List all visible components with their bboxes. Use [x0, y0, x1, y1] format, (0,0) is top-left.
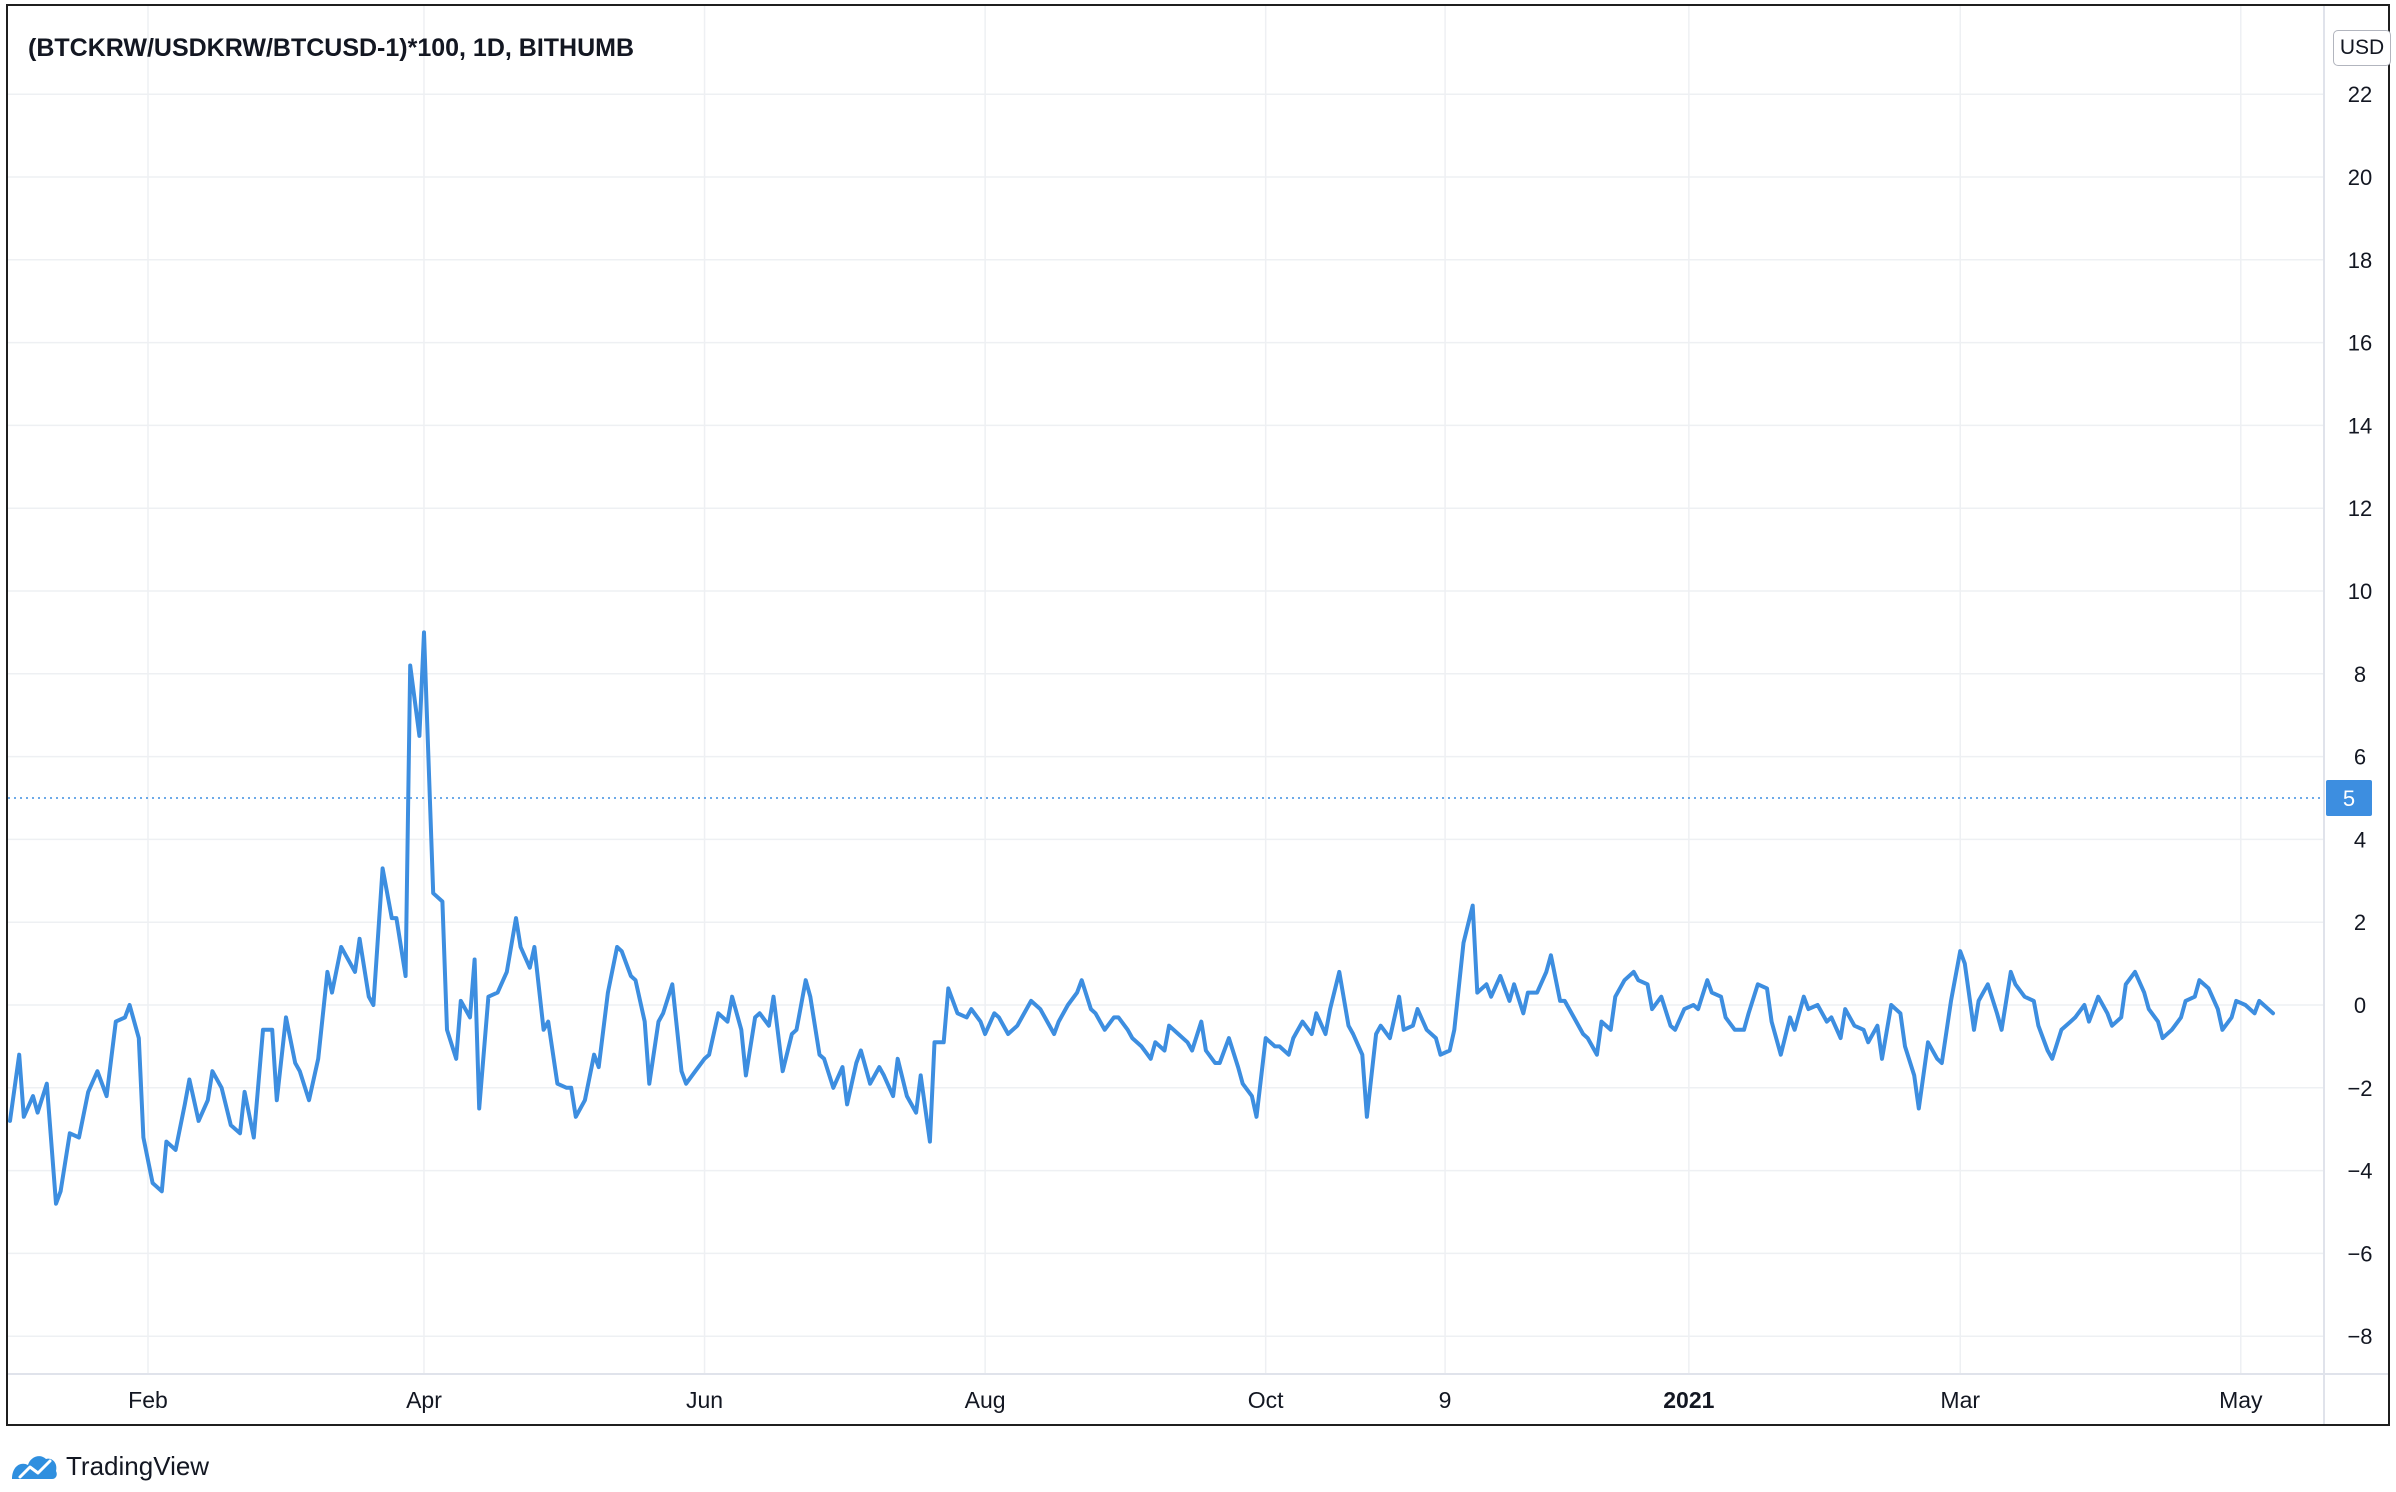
y-tick-label: −4: [2347, 1159, 2372, 1184]
tradingview-logo-icon: [12, 1456, 57, 1479]
y-tick-label: 12: [2348, 496, 2372, 521]
y-tick-label: −2: [2347, 1076, 2372, 1101]
tradingview-brand[interactable]: TradingView: [8, 1446, 209, 1486]
currency-button[interactable]: USD: [2333, 30, 2391, 66]
y-tick-label: 20: [2348, 165, 2372, 190]
x-tick-label: Jun: [686, 1387, 723, 1413]
last-value-badge-bg: [2326, 780, 2372, 816]
series-layer: [8, 630, 2275, 1206]
x-tick-label: Oct: [1248, 1387, 1284, 1413]
x-tick-label: May: [2219, 1387, 2263, 1413]
chart-frame: 22 20 18 16 14 12 10 8 6 4 2 0 −2 −4 −6 −8 Feb Apr Jun Aug…: [6, 4, 2391, 1426]
y-tick-label: 8: [2354, 662, 2366, 687]
x-tick-label: Feb: [128, 1387, 168, 1413]
y-tick-label: 18: [2348, 248, 2372, 273]
x-tick-label: Mar: [1940, 1387, 1980, 1413]
y-tick-label: 22: [2348, 82, 2372, 107]
last-value-label: 5: [2343, 786, 2355, 811]
x-axis[interactable]: Feb Apr Jun Aug Oct 9 2021 Mar May: [128, 1387, 2263, 1413]
y-tick-label: −8: [2347, 1324, 2372, 1349]
y-tick-label: 6: [2354, 745, 2366, 770]
series-line: [8, 630, 2275, 1206]
y-tick-label: 0: [2354, 993, 2366, 1018]
x-tick-label: 2021: [1663, 1387, 1714, 1413]
y-tick-label: 14: [2348, 413, 2372, 438]
x-tick-label: Apr: [406, 1387, 442, 1413]
y-tick-label: 4: [2354, 827, 2366, 852]
brand-name: TradingView: [66, 1450, 210, 1481]
y-tick-label: 10: [2348, 579, 2372, 604]
last-value-badge: 5: [2326, 780, 2372, 816]
y-tick-label: −6: [2347, 1241, 2372, 1266]
x-tick-label: 9: [1439, 1387, 1452, 1413]
chart-title: (BTCKRW/USDKRW/BTCUSD-1)*100, 1D, BITHUM…: [28, 34, 635, 62]
y-tick-label: 16: [2348, 331, 2372, 356]
y-tick-label: 2: [2354, 910, 2366, 935]
grid-lines: [8, 6, 2388, 1424]
x-tick-label: Aug: [965, 1387, 1006, 1413]
